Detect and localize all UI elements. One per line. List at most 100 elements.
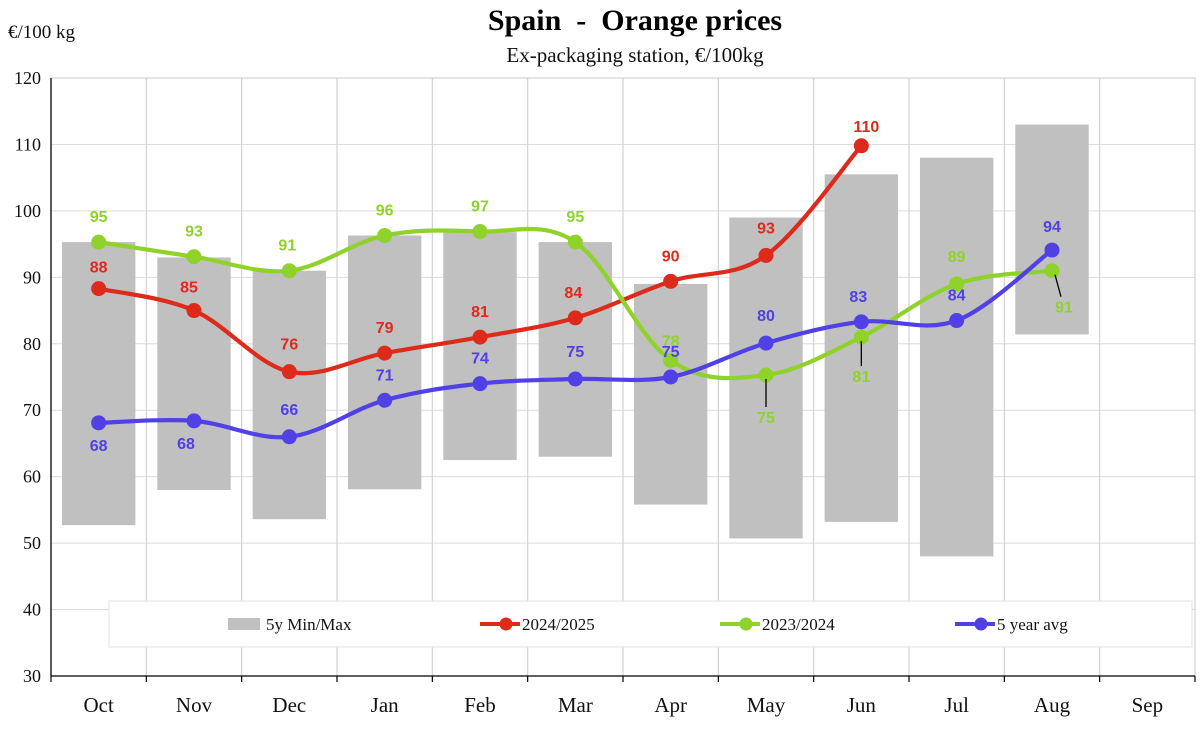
data-label-2024-2025: 88 [90,260,108,277]
data-label-2023-2024: 91 [1055,300,1073,317]
data-point-2023-2024 [186,249,202,265]
y-tick-label: 120 [14,68,41,88]
data-label-2023-2024: 93 [185,224,203,241]
data-point-5-year-avg [663,369,679,385]
data-label-2024-2025: 81 [471,304,489,321]
data-point-5-year-avg [472,376,488,392]
data-point-2023-2024 [91,234,107,250]
x-tick-label: Feb [464,693,496,717]
data-label-2023-2024: 78 [662,333,680,350]
data-point-2024-2025 [567,310,583,326]
legend-marker-2024-2025 [499,617,513,631]
range-bar [538,242,613,457]
data-label-2023-2024: 96 [376,202,394,219]
y-tick-label: 90 [23,267,41,287]
series-points [91,138,1060,445]
legend-box [108,600,1193,648]
data-label-5-year-avg: 80 [757,308,775,325]
x-tick-label: Aug [1034,693,1071,717]
y-tick-label: 30 [23,666,41,686]
data-label-5-year-avg: 83 [849,289,867,306]
data-label-5-year-avg: 75 [662,344,680,361]
x-tick-label: Mar [558,693,593,717]
legend-label-5y-min-max: 5y Min/Max [266,615,352,634]
label-leader-line [1054,274,1062,297]
series-line-2023-2024 [96,226,1055,381]
data-point-2023-2024 [472,223,488,239]
data-point-5-year-avg [377,392,393,408]
data-point-2023-2024 [281,263,297,279]
data-point-2023-2024 [1044,263,1060,279]
data-point-5-year-avg [186,413,202,429]
x-tick-label: Dec [272,693,306,717]
range-bar [347,235,422,490]
range-bar [1015,124,1089,335]
data-label-2024-2025: 85 [180,280,198,297]
data-label-5-year-avg: 74 [471,351,489,368]
data-label-2023-2024: 91 [278,238,296,255]
data-point-2024-2025 [91,281,107,297]
legend-label-2023-2024: 2023/2024 [762,615,835,634]
data-point-2024-2025 [377,345,393,361]
data-label-5-year-avg: 68 [177,436,195,453]
range-bar [252,270,327,520]
y-tick-label: 50 [23,533,41,553]
data-label-2024-2025: 110 [853,119,879,136]
x-tick-label: Oct [84,693,114,717]
legend-marker-5-year-avg [974,617,988,631]
range-bar [919,157,994,557]
data-label-2024-2025: 90 [662,248,680,265]
y-tick-label: 70 [23,400,41,420]
y-tick-label: 40 [23,600,41,620]
y-tick-label: 60 [23,467,41,487]
data-label-2023-2024: 89 [948,249,966,266]
data-point-5-year-avg [1044,242,1060,258]
data-point-2023-2024 [949,276,965,292]
x-tick-label: Sep [1132,693,1164,717]
data-label-2024-2025: 84 [564,285,582,302]
range-bars [61,124,1089,557]
grid [51,77,1195,676]
data-label-5-year-avg: 94 [1043,219,1061,236]
legend-swatch-5y-min-max [228,618,260,630]
y-axis-unit-label: €/100 kg [8,22,76,43]
data-point-2023-2024 [663,352,679,368]
range-bar [157,257,231,490]
y-tick-label: 100 [14,201,41,221]
x-tick-label: Jun [847,693,877,717]
chart-subtitle: Ex-packaging station, €/100kg [506,43,764,67]
data-label-2024-2025: 93 [757,220,775,237]
data-label-2023-2024: 81 [852,369,870,386]
x-tick-label: Nov [176,693,213,717]
data-point-2024-2025 [472,329,488,345]
x-tick-label: May [747,693,786,717]
y-tick-label: 110 [15,134,41,154]
data-point-5-year-avg [758,335,774,351]
x-tick-label: Apr [654,693,687,717]
data-label-5-year-avg: 68 [90,438,108,455]
data-point-2023-2024 [377,227,393,243]
data-point-2023-2024 [567,234,583,250]
legend-label-5-year-avg: 5 year avg [997,615,1068,634]
data-label-2023-2024: 75 [757,410,775,427]
x-tick-label: Jan [371,693,399,717]
y-tick-label: 80 [23,334,41,354]
data-label-2023-2024: 97 [471,198,489,215]
axes: 30 40 50 60 70 80 90 100 110 120 Oct Nov Dec Jan Feb Ma… [14,68,1196,717]
data-label-5-year-avg: 66 [280,402,298,419]
data-label-2023-2024: 95 [566,209,584,226]
x-tick-label: Jul [944,693,969,717]
chart-title: Spain - Orange prices [488,4,782,37]
legend: 5y Min/Max 2024/2025 2023/2024 5 year avg [108,600,1193,648]
data-label-2023-2024: 95 [90,209,108,226]
data-point-5-year-avg [567,371,583,387]
data-label-2024-2025: 79 [376,320,394,337]
data-label-5-year-avg: 71 [376,367,394,384]
data-point-5-year-avg [281,429,297,445]
data-point-2024-2025 [281,364,297,380]
data-point-2023-2024 [853,329,869,345]
data-label-2024-2025: 76 [280,337,298,354]
data-label-5-year-avg: 84 [948,288,966,305]
